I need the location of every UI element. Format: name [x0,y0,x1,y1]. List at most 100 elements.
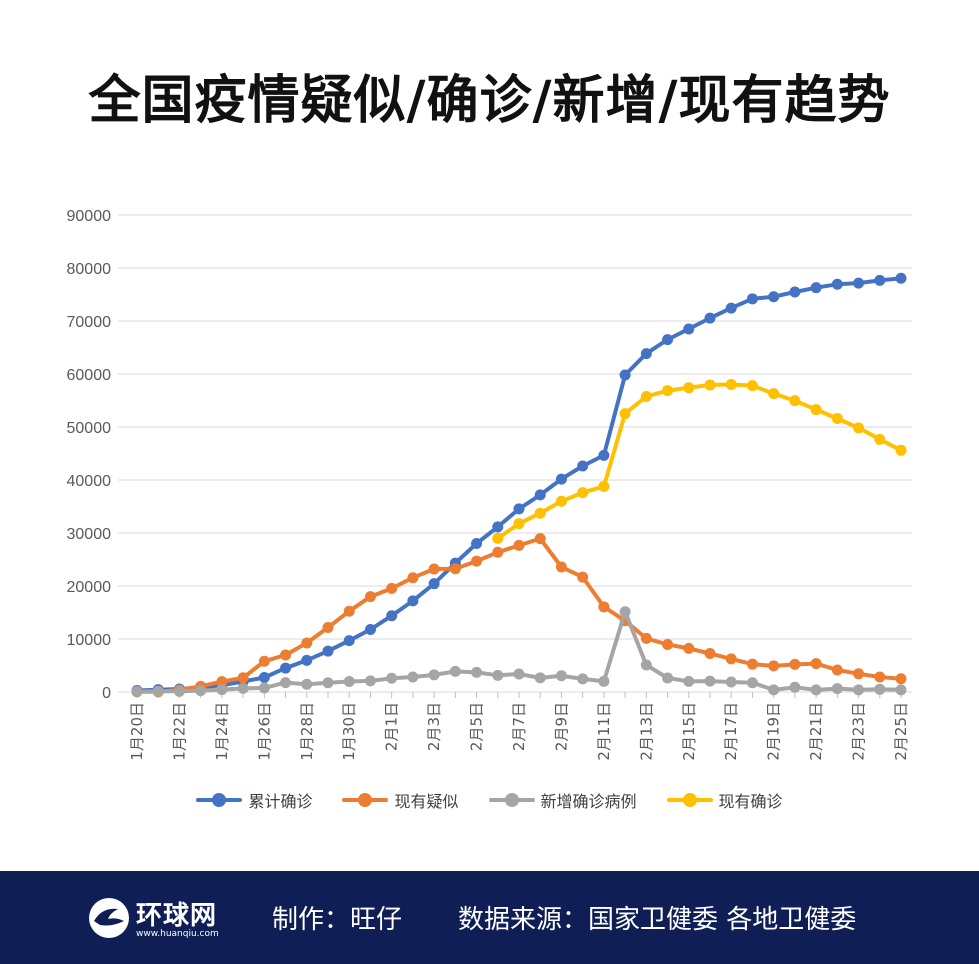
y-tick-label: 70000 [67,314,112,331]
data-point [704,312,716,324]
y-tick-label: 60000 [67,367,112,384]
data-point [662,385,674,397]
data-point [640,632,652,644]
data-point [343,635,355,647]
data-point [598,675,610,687]
data-point [874,671,886,683]
x-tick-label: 2月19日 [765,702,783,761]
legend-item: 累计确诊 [196,788,312,812]
data-point [364,624,376,636]
data-point [704,675,716,687]
data-point [301,678,313,690]
data-point [853,277,865,289]
data-point [428,669,440,681]
legend-item: 现有确诊 [666,788,783,812]
data-point [407,572,419,584]
x-tick-label: 2月15日 [680,702,698,761]
x-tick-label: 2月1日 [383,702,401,751]
data-point [322,677,334,689]
data-point [131,686,143,698]
data-point [725,676,737,688]
data-point [768,291,780,303]
x-tick-label: 2月25日 [892,702,910,761]
data-point [258,671,270,683]
data-point [619,369,631,381]
data-point [662,638,674,650]
data-point [280,677,292,689]
footer-bar: 环球网 www.huanqiu.com 制作：旺仔 数据来源：国家卫健委 各地卫… [0,871,979,964]
data-point [831,412,843,424]
data-point [173,685,185,697]
legend-label: 现有确诊 [718,792,783,811]
data-point [343,675,355,687]
data-point [195,685,207,697]
page-title: 全国疫情疑似/确诊/新增/现有趋势 [88,70,891,131]
data-point [449,665,461,677]
data-point [598,449,610,461]
data-point [364,591,376,603]
y-tick-label: 10000 [67,632,112,649]
chart-legend: 累计确诊 现有疑似 新增确诊病例 现有确诊 [0,788,979,812]
data-point [746,293,758,305]
data-point [746,677,758,689]
legend-swatch [488,793,535,807]
x-tick-label: 2月7日 [510,702,528,751]
data-point [725,653,737,665]
data-point [895,444,907,456]
huanqiu-logo: 环球网 www.huanqiu.com [88,893,238,943]
y-tick-label: 40000 [67,473,112,490]
data-point [534,533,546,545]
data-point [768,684,780,696]
data-point [746,658,758,670]
data-point [237,672,249,684]
data-point [280,662,292,674]
data-point [258,682,270,694]
data-point [407,595,419,607]
credit-text: 制作：旺仔 [272,905,403,935]
x-tick-label: 2月23日 [850,702,868,761]
x-tick-label: 2月5日 [468,702,486,751]
legend-swatch [666,793,713,807]
data-point [598,480,610,492]
data-point [619,408,631,420]
data-point [471,538,483,550]
data-point [258,655,270,667]
globe-bird-icon [89,898,129,938]
data-point [810,282,822,294]
y-tick-label: 0 [102,685,111,702]
data-point [386,610,398,622]
data-point [513,518,525,530]
data-point [534,489,546,501]
data-point [513,503,525,515]
data-point [789,658,801,670]
source-text: 数据来源：国家卫健委 各地卫健委 [458,905,857,935]
data-point [598,601,610,613]
data-point [746,380,758,392]
data-point [492,521,504,533]
series-line-0 [135,276,903,693]
data-point [853,684,865,696]
data-point [152,685,164,697]
data-point [492,669,504,681]
data-point [428,578,440,590]
data-point [895,684,907,696]
x-tick-label: 2月17日 [722,702,740,761]
x-tick-label: 1月30日 [340,702,358,761]
data-point [216,684,228,696]
data-point [831,278,843,290]
data-point [874,433,886,445]
x-tick-label: 1月22日 [170,702,188,761]
data-point [662,334,674,346]
x-tick-label: 2月11日 [595,702,613,761]
data-point [640,391,652,403]
data-point [640,348,652,360]
data-point [577,673,589,685]
legend-item: 新增确诊病例 [488,788,637,812]
data-point [449,563,461,575]
data-point [874,274,886,286]
data-point [768,660,780,672]
data-point [874,683,886,695]
data-point [364,675,376,687]
series-line-3 [495,382,903,541]
legend-label: 新增确诊病例 [540,792,637,811]
